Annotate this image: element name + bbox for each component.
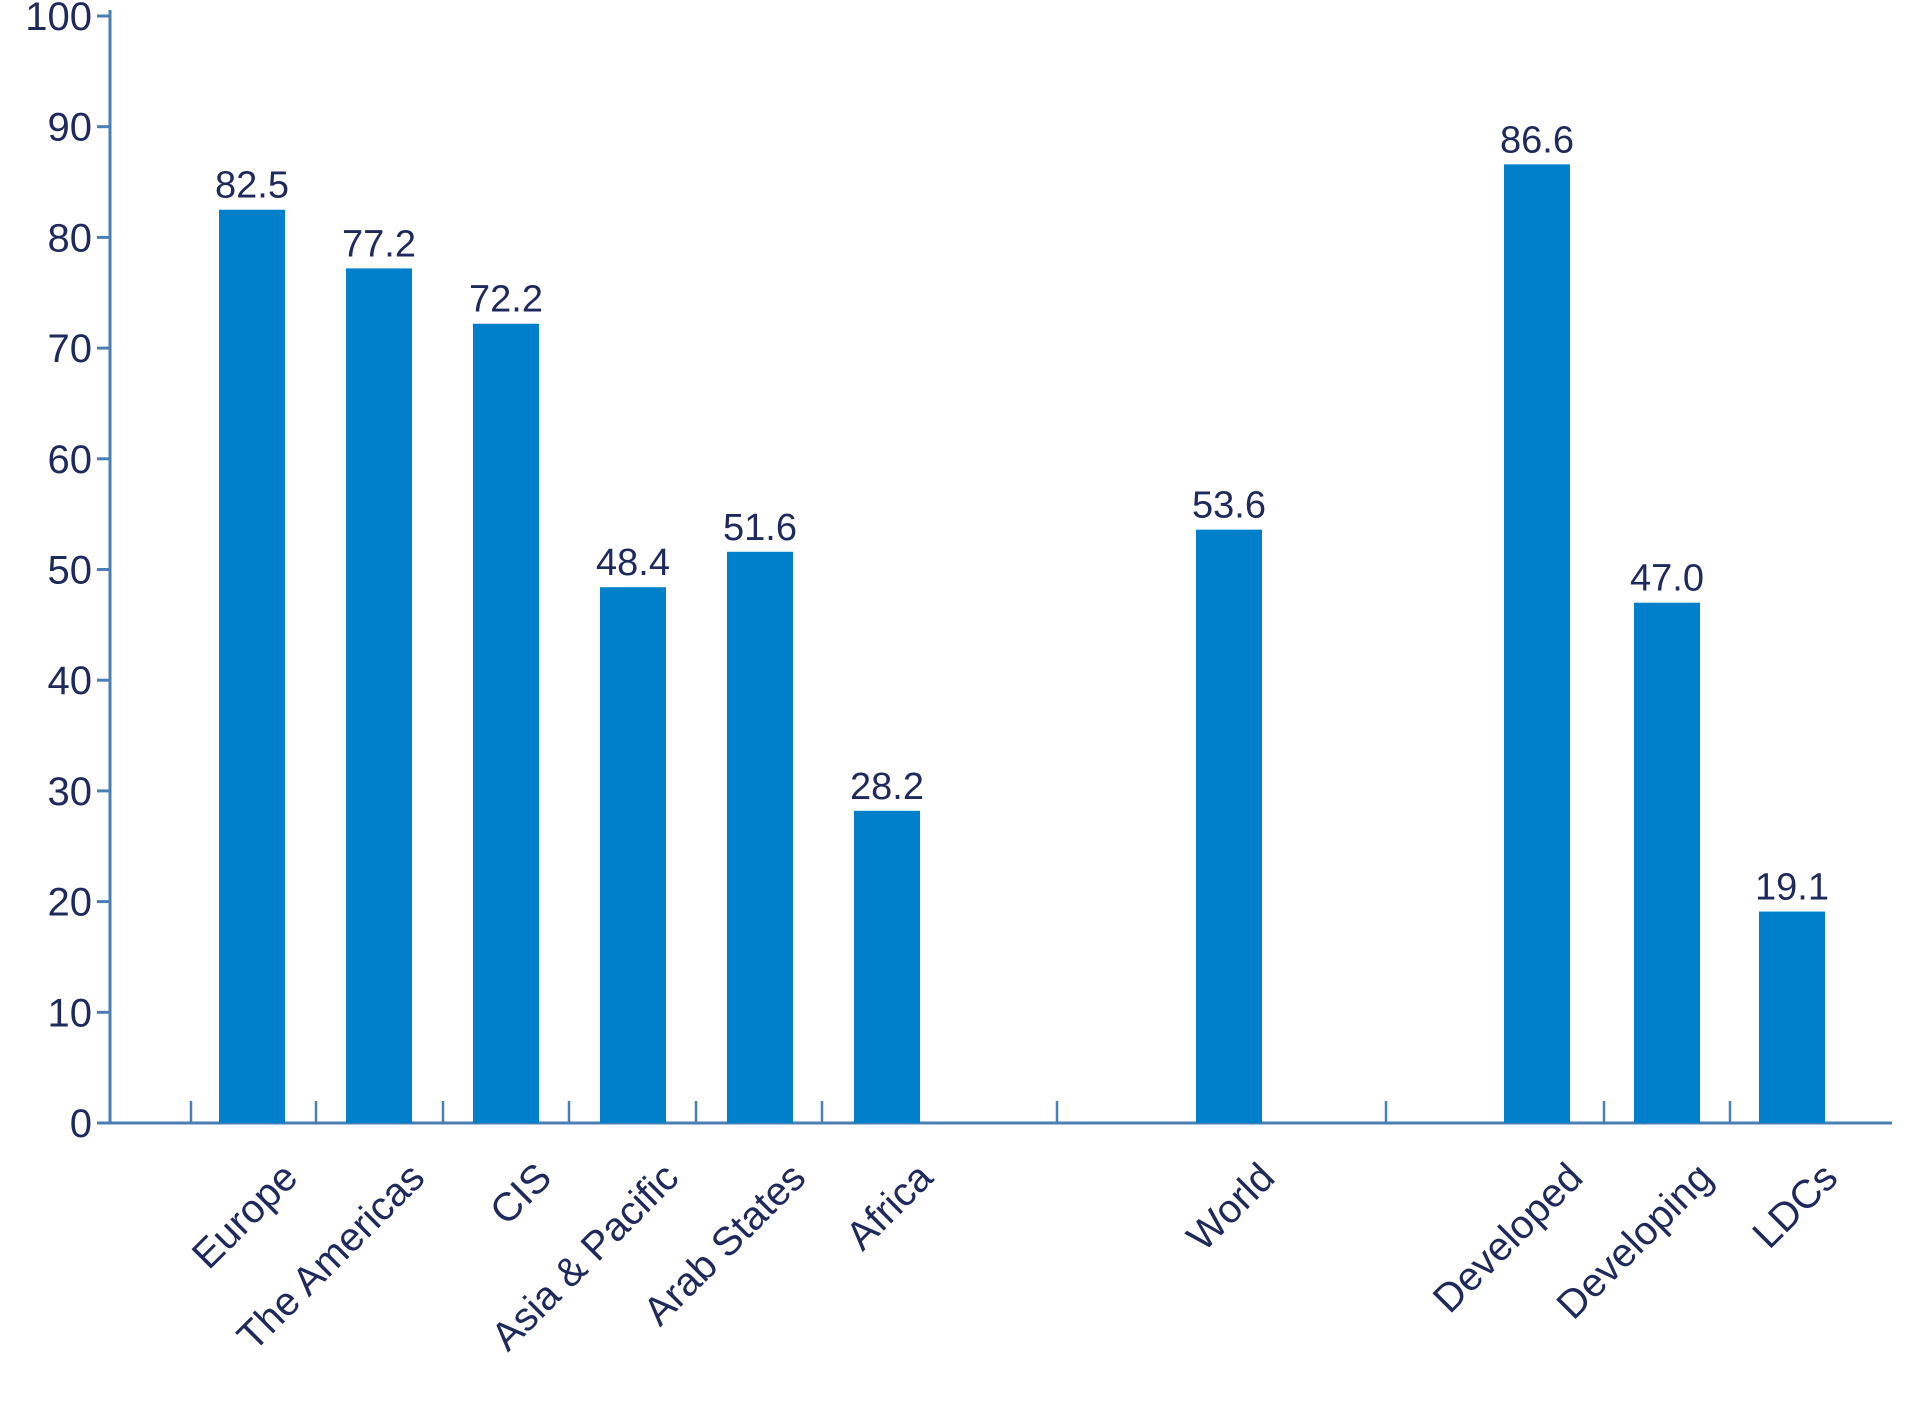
y-tick-label: 80 xyxy=(48,216,93,260)
bar xyxy=(727,551,793,1123)
y-tick-label: 100 xyxy=(25,0,92,39)
value-label: 82.5 xyxy=(215,165,289,207)
y-tick-label: 20 xyxy=(48,881,93,925)
bar xyxy=(346,268,412,1123)
y-tick-label: 0 xyxy=(70,1102,92,1146)
y-tick-label: 30 xyxy=(48,770,93,814)
value-label: 28.2 xyxy=(850,766,924,808)
y-tick-label: 40 xyxy=(48,659,93,703)
category-label: World xyxy=(1179,1155,1283,1259)
bar xyxy=(1196,529,1262,1123)
category-label: CIS xyxy=(482,1155,560,1233)
value-label: 53.6 xyxy=(1192,485,1266,527)
value-labels: 82.5 77.2 72.2 48.4 51.6 28.2 53.6 86.6 47.0 19.1 xyxy=(215,119,1829,908)
y-tick-label: 10 xyxy=(48,991,93,1035)
value-label: 51.6 xyxy=(723,507,797,549)
bar xyxy=(1504,164,1570,1123)
bar xyxy=(219,209,285,1124)
bar xyxy=(600,587,666,1123)
y-tick-label: 90 xyxy=(48,106,93,150)
value-label: 19.1 xyxy=(1755,867,1829,909)
category-label: LDCs xyxy=(1744,1155,1846,1257)
bars xyxy=(219,164,1825,1124)
category-label: Africa xyxy=(838,1155,942,1259)
value-label: 47.0 xyxy=(1630,558,1704,600)
y-tick-label: 50 xyxy=(48,549,93,593)
y-axis: 0 10 20 30 40 50 60 70 80 90 100 xyxy=(25,0,112,1146)
bar xyxy=(854,810,920,1123)
value-label: 72.2 xyxy=(469,279,543,321)
value-label: 86.6 xyxy=(1500,119,1574,161)
value-label: 77.2 xyxy=(342,223,416,265)
category-label: Europe xyxy=(184,1155,306,1277)
bar xyxy=(1634,602,1700,1123)
y-tick-label: 70 xyxy=(48,327,93,371)
bar xyxy=(473,323,539,1124)
bar xyxy=(1759,911,1825,1123)
value-label: 48.4 xyxy=(596,542,670,584)
y-tick-label: 60 xyxy=(48,438,93,482)
